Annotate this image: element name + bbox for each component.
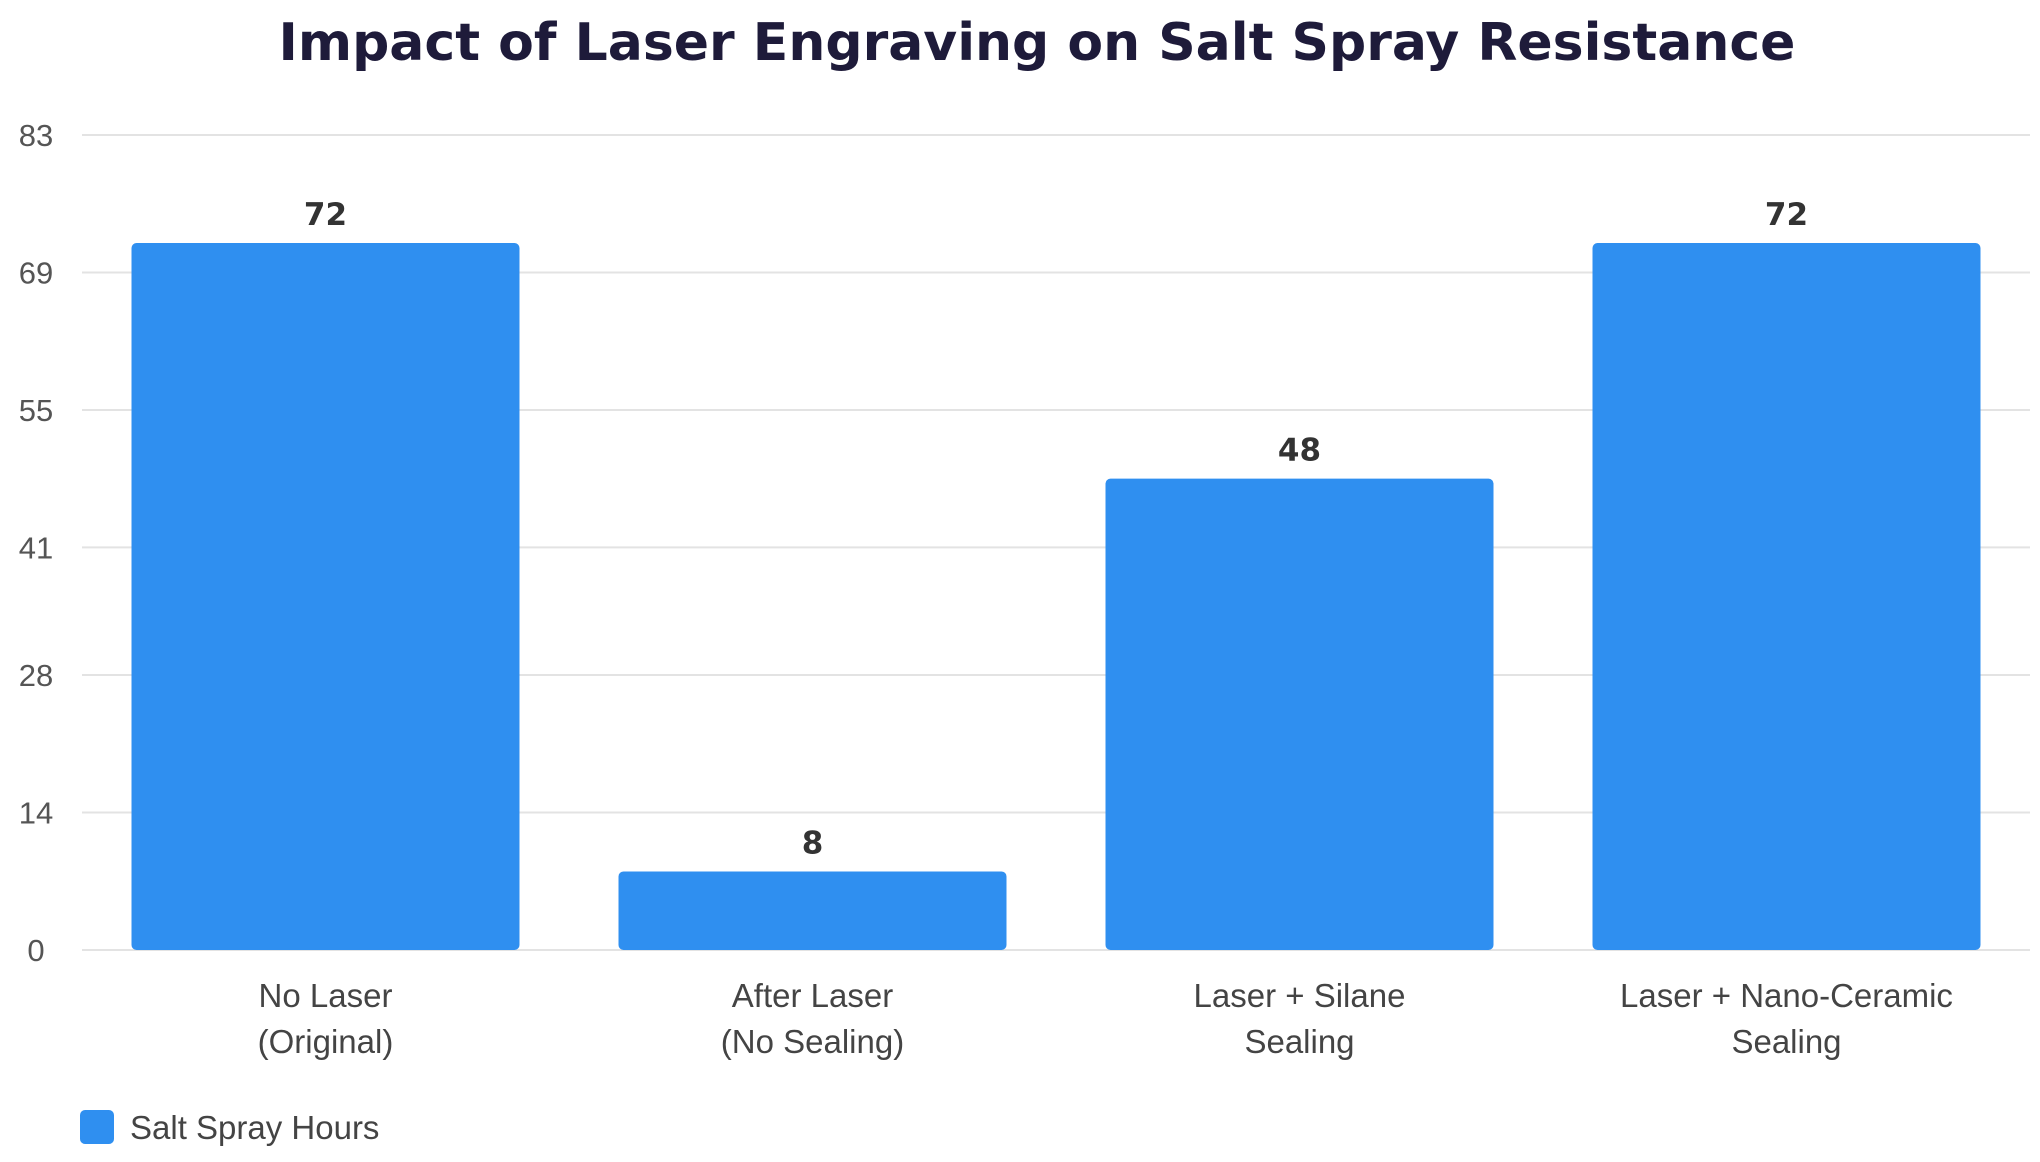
y-tick-label-83: 83	[19, 118, 53, 153]
legend-label-salt-spray-hours[interactable]: Salt Spray Hours	[130, 1109, 379, 1146]
y-tick-label-0: 0	[27, 933, 44, 968]
category-labels: No Laser (Original) After Laser (No Sealing…	[258, 977, 1953, 1060]
bar-1[interactable]	[618, 871, 1007, 950]
data-label-3: 72	[1765, 197, 1808, 233]
data-label-0: 72	[304, 197, 347, 233]
legend-swatch[interactable]	[80, 1110, 114, 1144]
y-tick-label-14: 14	[19, 796, 53, 831]
y-tick-label-69: 69	[19, 255, 53, 290]
category-label-0: No Laser (Original)	[258, 977, 394, 1060]
y-tick-label-28: 28	[19, 658, 53, 693]
data-labels: 72 8 48 72	[304, 197, 1808, 861]
category-label-1: After Laser (No Sealing)	[721, 977, 904, 1060]
data-label-1: 8	[802, 825, 824, 861]
legend[interactable]: Salt Spray Hours	[80, 1109, 379, 1146]
category-label-2: Laser + Silane Sealing	[1194, 977, 1406, 1060]
y-axis-tick-labels: 0 14 28 41 55 69 83	[19, 118, 53, 968]
y-tick-label-41: 41	[19, 530, 53, 565]
bar-3[interactable]	[1592, 243, 1981, 950]
bar-0[interactable]	[131, 243, 520, 950]
data-label-2: 48	[1278, 433, 1321, 469]
bar-2[interactable]	[1105, 478, 1494, 950]
bars	[131, 243, 1981, 950]
chart-title: Impact of Laser Engraving on Salt Spray …	[279, 13, 1796, 73]
category-label-3: Laser + Nano-Ceramic Sealing	[1620, 977, 1953, 1060]
y-tick-label-55: 55	[19, 393, 53, 428]
